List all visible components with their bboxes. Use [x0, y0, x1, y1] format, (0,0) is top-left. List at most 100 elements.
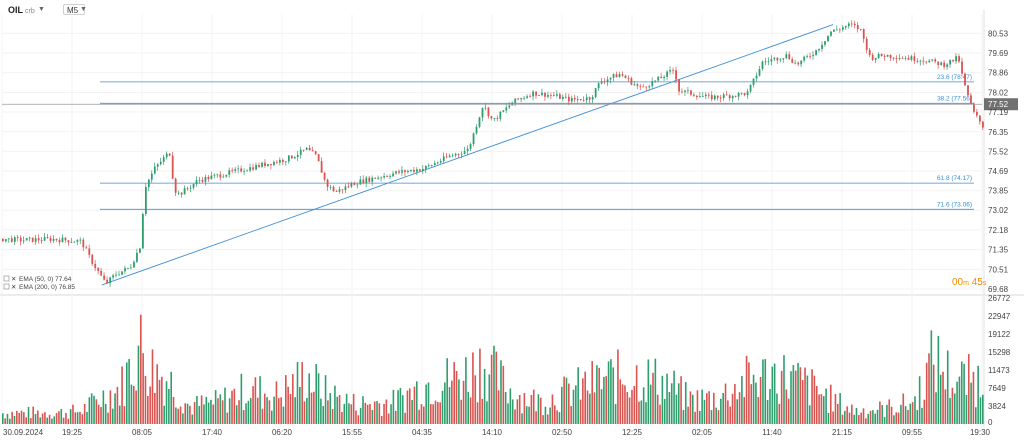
candle-body	[150, 173, 153, 180]
volume-bar	[773, 363, 776, 424]
volume-bar	[214, 390, 217, 424]
candle-body	[19, 237, 22, 242]
candle-body	[383, 176, 386, 178]
volume-bar	[217, 398, 219, 424]
volume-bar	[963, 363, 965, 424]
price-tick-label: 74.69	[988, 167, 1009, 176]
volume-bar	[635, 365, 638, 424]
volume-bar	[923, 399, 926, 424]
instrument-selector[interactable]: OIL crb	[8, 5, 35, 15]
candle-body	[961, 61, 963, 74]
volume-bar	[451, 380, 453, 424]
candle-body	[139, 248, 141, 253]
price-tick-label: 73.85	[988, 187, 1009, 196]
volume-bar	[701, 389, 703, 424]
ema-close-icon: ✕	[11, 284, 16, 291]
candle-body	[880, 53, 883, 56]
candle-body	[833, 29, 835, 32]
candle-body	[567, 96, 570, 102]
timeframe-chevron-icon[interactable]: ▼	[80, 6, 87, 13]
candle-body	[305, 147, 308, 150]
candle-body	[422, 168, 424, 171]
price-tick-label: 78.86	[988, 69, 1009, 78]
candle-body	[788, 54, 791, 60]
volume-bar	[270, 410, 273, 424]
volume-bar	[154, 392, 156, 424]
candle-body	[341, 189, 344, 191]
volume-bar	[731, 393, 734, 424]
volume-bar	[801, 380, 804, 424]
chevron-down-icon[interactable]: ▼	[38, 6, 45, 13]
candle-body	[478, 117, 481, 127]
axes: 80.53 79.69 78.86 78.02 77.19 76.35 75.52 74.69…	[3, 29, 1011, 437]
candle-body	[58, 240, 61, 243]
candle-body	[797, 62, 800, 65]
volume-tick-label: 19122	[988, 330, 1011, 339]
volume-bar	[53, 416, 56, 424]
volume-bar	[341, 412, 343, 424]
candle-body	[749, 84, 752, 92]
candle-body	[374, 177, 377, 179]
volume-bar	[727, 400, 729, 424]
volume-bar	[785, 389, 788, 424]
volume-bar	[974, 407, 977, 424]
volume-bar	[932, 364, 935, 424]
volume-bar	[27, 406, 30, 424]
candle-body	[28, 237, 31, 239]
candle-body	[559, 94, 561, 99]
candle-body	[276, 161, 278, 163]
volume-bar	[72, 404, 74, 424]
volume-bar	[221, 400, 224, 424]
volume-bar	[479, 348, 481, 424]
volume-bar	[563, 376, 565, 424]
candle-body	[273, 161, 275, 166]
volume-bar	[58, 411, 60, 424]
volume-bar	[156, 364, 158, 424]
volume-bar	[900, 404, 902, 424]
candle-body	[103, 275, 106, 280]
volume-bar	[88, 397, 91, 424]
volume-bar	[198, 406, 201, 424]
volume-bar	[558, 412, 561, 424]
volume-bar	[233, 388, 236, 424]
candle-body	[192, 184, 195, 188]
volume-bar	[401, 395, 404, 424]
volume-bar	[76, 412, 79, 424]
candle-body	[779, 59, 782, 61]
volume-bar	[759, 377, 762, 424]
candle-body	[270, 164, 272, 166]
candle-body	[198, 180, 201, 181]
volume-bar	[776, 393, 778, 424]
volume-bar	[2, 413, 4, 424]
candle-body	[651, 81, 654, 87]
candle-body	[618, 74, 621, 78]
volume-bar	[55, 413, 58, 424]
volume-bar	[741, 375, 743, 424]
timer-minutes: 00	[952, 277, 964, 288]
volume-bar	[210, 399, 212, 424]
candle-body	[287, 155, 290, 162]
time-tick-label: 21:15	[832, 428, 853, 437]
time-tick-label: 19:30	[970, 428, 991, 437]
volume-bar	[413, 386, 416, 424]
candle-body	[153, 166, 156, 174]
volume-bar	[958, 376, 961, 424]
volume-bar	[579, 399, 582, 424]
ema-toggle-icon	[3, 275, 10, 282]
volume-bar	[549, 407, 551, 424]
timeframe-selector[interactable]: M5	[63, 4, 85, 15]
volume-bar	[668, 392, 671, 424]
timer-seconds-unit: s	[982, 280, 987, 287]
candle-body	[731, 95, 734, 99]
candle-body	[424, 166, 427, 169]
symbol-label: OIL	[8, 5, 23, 15]
volume-bar	[261, 408, 264, 424]
volume-bar	[467, 391, 470, 424]
volume-bar	[256, 397, 259, 424]
candle-body	[895, 58, 898, 59]
volume-bar	[694, 411, 696, 424]
volume-bar	[439, 402, 441, 424]
candle-body	[43, 237, 46, 241]
volume-bar	[32, 406, 35, 424]
